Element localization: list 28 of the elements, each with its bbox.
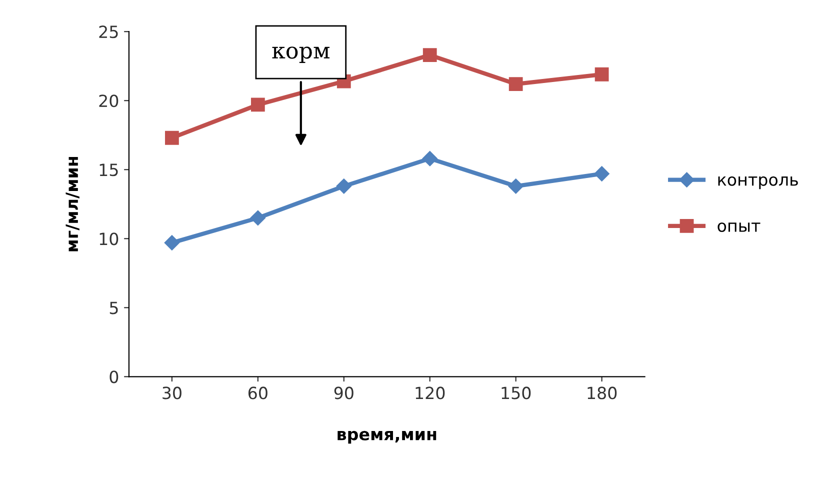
x-tick-label: 30: [162, 386, 182, 400]
x-axis-title: время,мин: [338, 430, 436, 444]
point: [422, 48, 437, 62]
legend-label: опыт: [718, 222, 760, 232]
point: [250, 98, 265, 112]
y-tick-label: 15: [100, 164, 118, 176]
point: [336, 178, 352, 194]
annotation: корм: [272, 46, 330, 64]
y-tick-label: 20: [99, 94, 118, 108]
y-tick-label: 0: [110, 370, 118, 384]
y-tick-label: 10: [100, 232, 118, 246]
x-tick-label: 90: [334, 386, 354, 400]
point: [508, 178, 524, 194]
legend-label: контроль: [718, 176, 798, 190]
point: [594, 67, 609, 82]
point: [250, 210, 266, 226]
y-tick-label: 25: [99, 26, 118, 38]
x-tick-label: 60: [248, 386, 268, 400]
point: [165, 130, 179, 145]
point: [422, 151, 438, 166]
y-tick-label: 5: [110, 302, 118, 314]
y-axis-title: мг/мл/мин: [66, 156, 80, 252]
point: [164, 235, 180, 250]
point: [508, 77, 523, 91]
x-tick-label: 150: [502, 386, 531, 400]
point: [594, 166, 610, 182]
x-tick-label: 180: [588, 386, 617, 400]
x-tick-label: 120: [416, 386, 445, 400]
